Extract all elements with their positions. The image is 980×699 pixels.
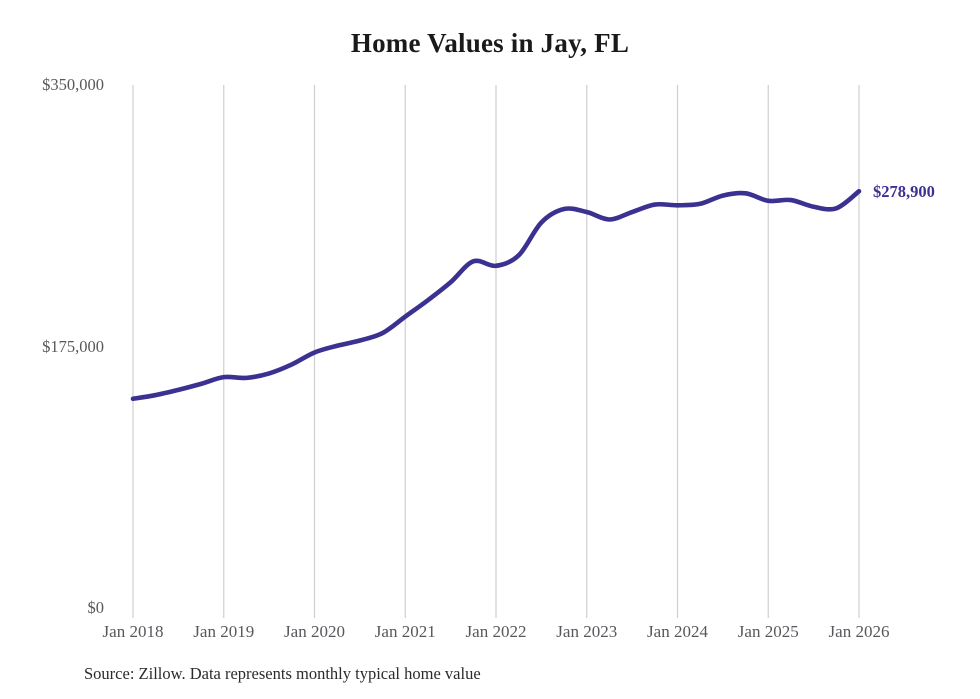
end-value-label: $278,900 [873, 182, 935, 202]
x-axis-tick-label: Jan 2021 [374, 622, 436, 641]
y-axis-tick-label: $0 [87, 598, 105, 617]
y-axis-tick-label: $350,000 [42, 75, 104, 94]
x-axis-tick-marks [132, 608, 860, 618]
x-axis-tick-label: Jan 2023 [556, 622, 618, 641]
x-axis-tick-label: Jan 2018 [102, 622, 164, 641]
y-axis-tick-label: $175,000 [42, 336, 104, 356]
x-axis-tick-label: Jan 2022 [465, 622, 527, 641]
chart-title: Home Values in Jay, FL [350, 28, 630, 58]
x-axis-tick-label: Jan 2024 [647, 622, 708, 641]
x-axis-tick-label: Jan 2019 [193, 622, 255, 641]
x-axis-tick-label: Jan 2020 [284, 622, 345, 641]
x-axis-tick-label: Jan 2025 [737, 622, 799, 641]
x-axis-tick-label: Jan 2026 [828, 622, 890, 641]
value-line [130, 188, 862, 402]
gridlines [132, 85, 860, 608]
source-note: Source: Zillow. Data represents monthly … [84, 664, 481, 683]
